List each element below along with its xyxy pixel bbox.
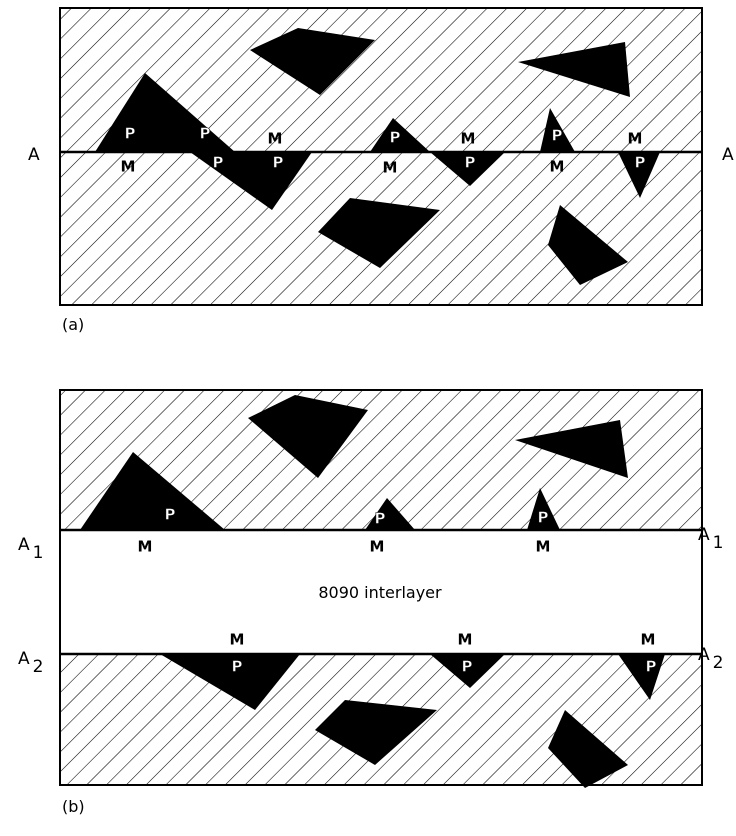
panel-label: (b) — [62, 797, 85, 816]
line-label: A — [28, 145, 40, 165]
marker: M — [138, 538, 153, 556]
line-sub: 1 — [713, 533, 724, 553]
marker: M — [536, 538, 551, 556]
marker: M — [121, 158, 136, 176]
marker: M — [461, 130, 476, 148]
line-letter: A — [18, 535, 30, 555]
marker: M — [230, 631, 245, 649]
marker: P — [462, 658, 473, 676]
line-sub: 1 — [33, 543, 44, 563]
particles-b — [80, 395, 665, 788]
panel-label: (a) — [62, 315, 84, 334]
marker: P — [552, 127, 563, 145]
marker: P — [232, 658, 243, 676]
marker: P — [390, 129, 401, 147]
line-label: A — [722, 145, 734, 165]
marker: M — [458, 631, 473, 649]
line-letter: A — [698, 525, 710, 545]
panel-a: A A P M P P M P P M M P P M M P (a) — [28, 7, 734, 334]
particles-a — [95, 28, 660, 285]
marker: M — [641, 631, 656, 649]
interlayer-label: 8090 interlayer — [318, 583, 442, 602]
marker: P — [465, 154, 476, 172]
line-sub: 2 — [33, 657, 44, 677]
marker: P — [635, 154, 646, 172]
marker: M — [550, 158, 565, 176]
line-letter: A — [698, 645, 710, 665]
marker: P — [273, 154, 284, 172]
marker: P — [646, 658, 657, 676]
marker: P — [213, 154, 224, 172]
line-letter: A — [18, 649, 30, 669]
marker: M — [383, 159, 398, 177]
marker: M — [370, 538, 385, 556]
marker: P — [200, 125, 211, 143]
marker: P — [125, 125, 136, 143]
line-sub: 2 — [713, 653, 724, 673]
marker: P — [165, 506, 176, 524]
marker: P — [375, 510, 386, 528]
marker: M — [628, 130, 643, 148]
marker: P — [538, 509, 549, 527]
marker: M — [268, 130, 283, 148]
